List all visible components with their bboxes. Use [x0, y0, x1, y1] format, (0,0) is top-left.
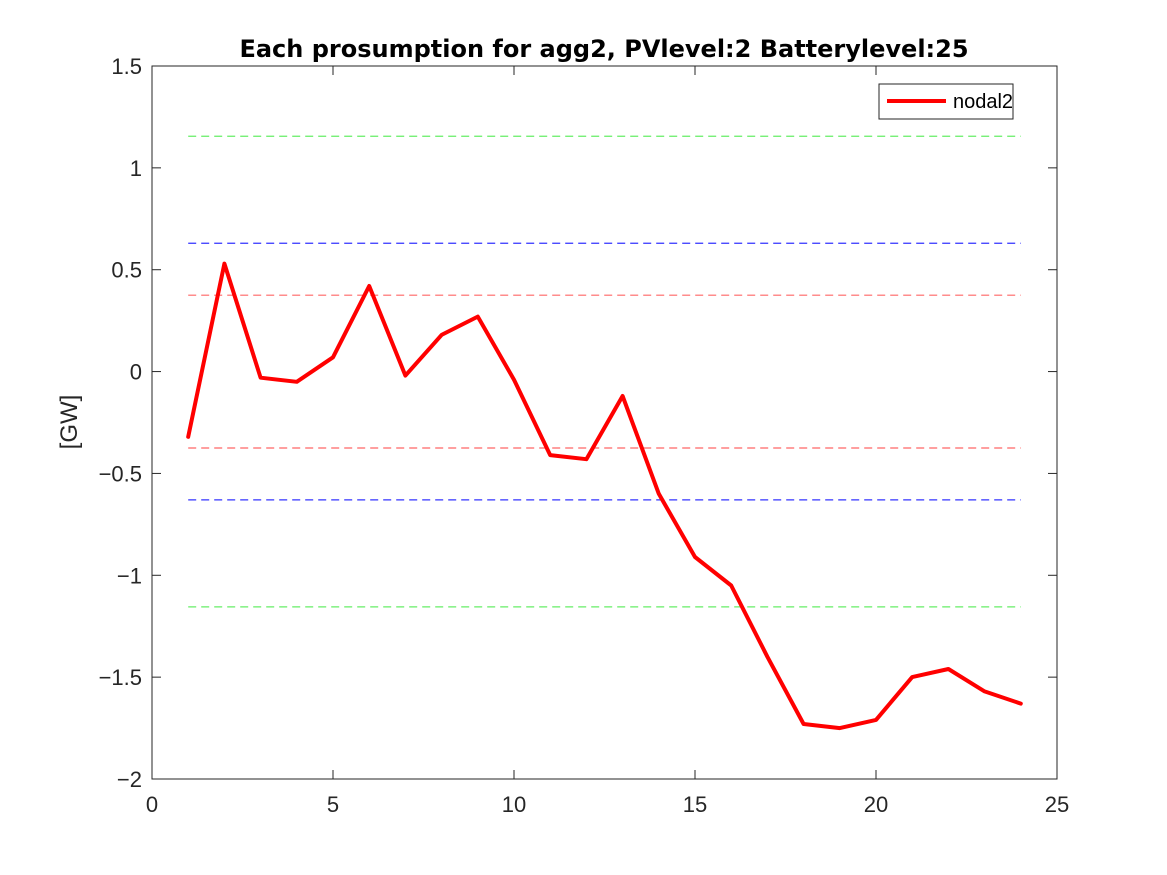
tick-labels: 0 5 10 15 20 25 −2 −1.5 −1 −0.5 0 0.5 1 1.5 — [99, 54, 1070, 817]
x-tick-label: 15 — [683, 792, 707, 817]
axes — [151, 65, 1058, 780]
y-axis-label: [GW] — [56, 395, 83, 450]
plot-area — [152, 66, 1057, 779]
y-tick-label: −0.5 — [99, 461, 142, 486]
series-layer — [186, 261, 1023, 731]
x-tick-label: 25 — [1045, 792, 1069, 817]
y-tick-label: 0 — [130, 360, 142, 385]
y-tick-label: −1 — [117, 563, 142, 588]
axes-frame — [151, 65, 1058, 780]
y-tick-label: −1.5 — [99, 665, 142, 690]
y-tick-label: 1 — [130, 156, 142, 181]
y-tick-label: 1.5 — [111, 54, 142, 79]
y-tick-label: −2 — [117, 767, 142, 792]
series-line-nodal2 — [186, 261, 1023, 731]
x-tick-label: 20 — [864, 792, 888, 817]
legend-label-nodal2: nodal2 — [953, 91, 1013, 113]
chart-title: Each prosumption for agg2, PVlevel:2 Bat… — [239, 35, 968, 63]
x-tick-label: 0 — [146, 792, 158, 817]
reference-lines — [188, 135, 1021, 608]
x-tick-label: 10 — [502, 792, 526, 817]
legend: nodal2 — [878, 83, 1014, 120]
y-tick-label: 0.5 — [111, 258, 142, 283]
x-tick-label: 5 — [327, 792, 339, 817]
